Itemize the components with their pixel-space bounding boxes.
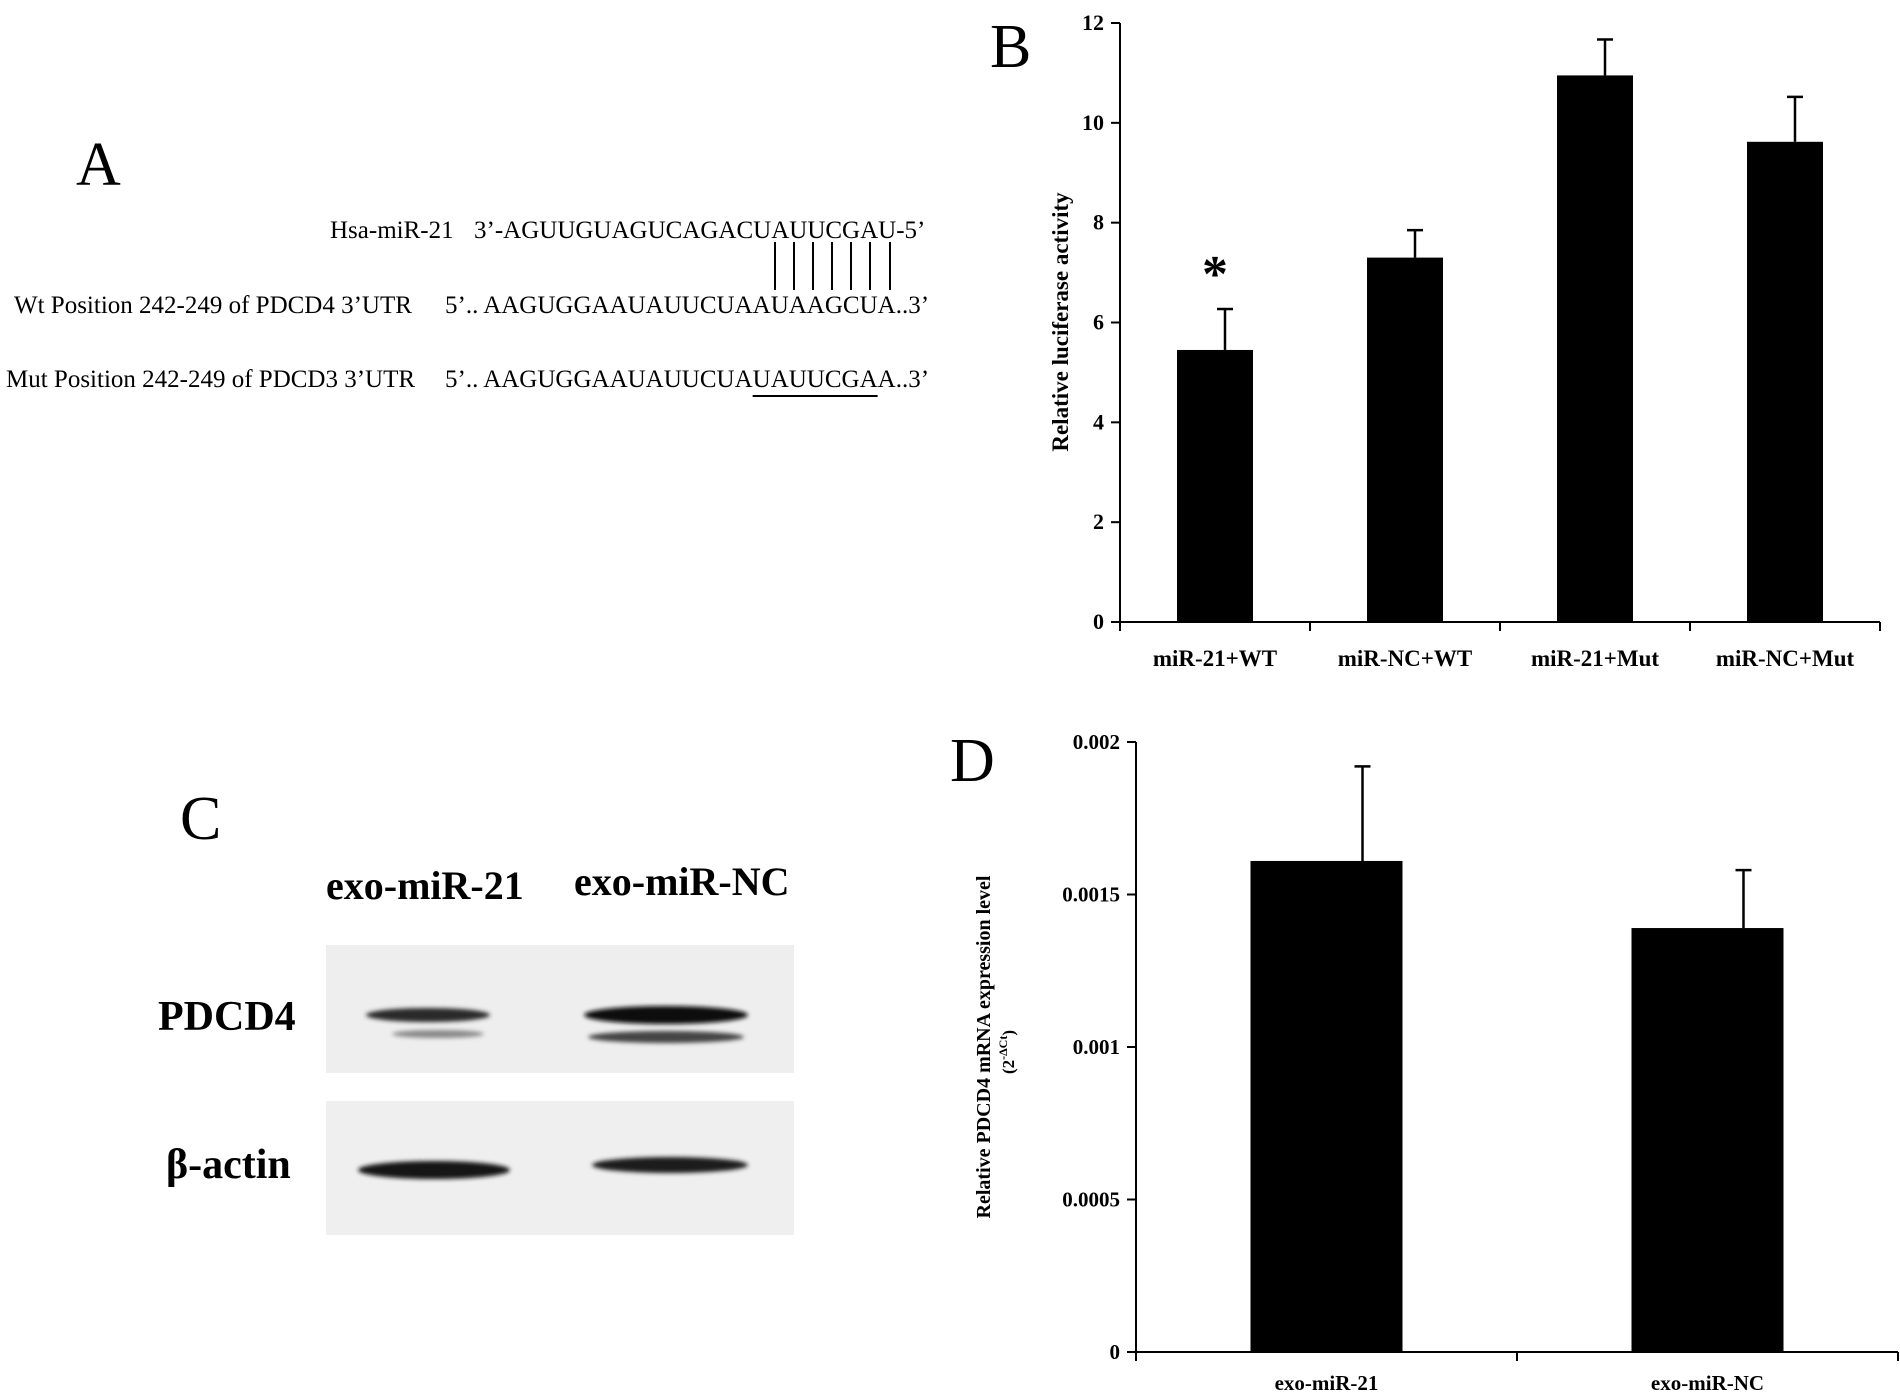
y-tick-label: 8 [1093, 210, 1104, 235]
mut-sequence: 5’.. AAGUGGAAUAUUCUAUAUUCGAA..3’ [445, 367, 929, 392]
bar-exo-mir-21 [1250, 860, 1403, 1352]
pdcd4-band-lane-1 [366, 1008, 490, 1022]
y-tick-label: 0 [1093, 609, 1104, 634]
lane-label-exo-mir-21: exo-miR-21 [326, 863, 524, 908]
y-tick-label: 0 [1110, 1340, 1121, 1364]
wt-seq-suffix: A..3’ [877, 292, 930, 319]
pdcd4-band-lane-2 [584, 1006, 748, 1024]
lane-label-exo-mir-nc: exo-miR-NC [574, 859, 790, 904]
actin-band-lane-1 [358, 1161, 510, 1179]
western-blot [326, 945, 794, 1235]
wt-sequence: 5’.. AAGUGGAAUAUUCUAAUAAGCUA..3’ [445, 293, 929, 318]
wt-seq-prefix: 5’.. AAGUGGAAUAUUCUA [445, 292, 753, 319]
significance-asterisk: * [1202, 246, 1228, 303]
panel-c-letter: C [180, 785, 222, 853]
base-pair-lines [774, 242, 891, 290]
category-label: miR-21+Mut [1531, 646, 1659, 671]
y-tick-label: 0.0015 [1062, 883, 1120, 907]
category-label: miR-21+WT [1153, 646, 1277, 671]
y-axis-label: Relative PDCD4 mRNA expression level [973, 875, 995, 1218]
bar-mir-21-wt [1177, 349, 1253, 622]
mut-seq-suffix: A..3’ [877, 366, 930, 393]
bar-mir-nc-mut [1747, 141, 1823, 622]
y-axis-label-unit: (2-ΔCt) [996, 1030, 1018, 1074]
mut-label: Mut Position 242-249 of PDCD3 3’UTR [6, 366, 416, 393]
bar-mir-nc-wt [1367, 257, 1443, 622]
mirna-sequence: 3’-AGUUGUAGUCAGACUAUUCGAU-5’ [474, 217, 926, 244]
y-tick-label: 2 [1093, 509, 1104, 534]
y-tick-label: 0.002 [1073, 730, 1120, 754]
mirna-label: Hsa-miR-21 [330, 217, 454, 244]
y-axis-label: Relative luciferase activity [1048, 192, 1073, 452]
bar-mir-21-mut [1557, 75, 1633, 623]
category-label: miR-NC+Mut [1716, 646, 1855, 671]
luciferase-bar-chart: 0 2 4 6 8 10 12 miR-21+WT * miR-NC+WT miR-21+Mut mi… [1048, 10, 1881, 671]
mut-seq-site: UAUUCGA [752, 366, 878, 393]
panel-b-letter: B [990, 13, 1032, 81]
y-tick-label: 4 [1093, 409, 1104, 434]
panel-d-letter: D [950, 727, 995, 795]
pdcd4-mrna-bar-chart: 0 0.0005 0.001 0.0015 0.002 exo-miR-21 exo-miR… [973, 730, 1899, 1392]
row-label-pdcd4: PDCD4 [158, 994, 296, 1040]
category-label: miR-NC+WT [1338, 646, 1473, 671]
mut-seq-prefix: 5’.. AAGUGGAAUAUUCUA [445, 366, 753, 393]
category-label: exo-miR-NC [1651, 1371, 1764, 1392]
y-tick-label: 0.0005 [1062, 1188, 1120, 1212]
pdcd4-lower-band-lane-2 [588, 1031, 744, 1043]
y-tick-label: 10 [1082, 110, 1104, 135]
actin-band-lane-2 [592, 1157, 748, 1173]
y-tick-label: 6 [1093, 310, 1104, 335]
panel-a-letter: A [76, 131, 121, 199]
y-tick-label: 12 [1082, 10, 1104, 35]
wt-seq-site: AUAAGCU [752, 292, 878, 319]
y-tick-label: 0.001 [1073, 1035, 1120, 1059]
pdcd4-lower-band-lane-1 [392, 1030, 484, 1038]
category-label: exo-miR-21 [1275, 1371, 1379, 1392]
wt-label: Wt Position 242-249 of PDCD4 3’UTR [14, 292, 412, 319]
bar-exo-mir-nc [1631, 928, 1784, 1352]
row-label-beta-actin: β-actin [166, 1142, 291, 1188]
